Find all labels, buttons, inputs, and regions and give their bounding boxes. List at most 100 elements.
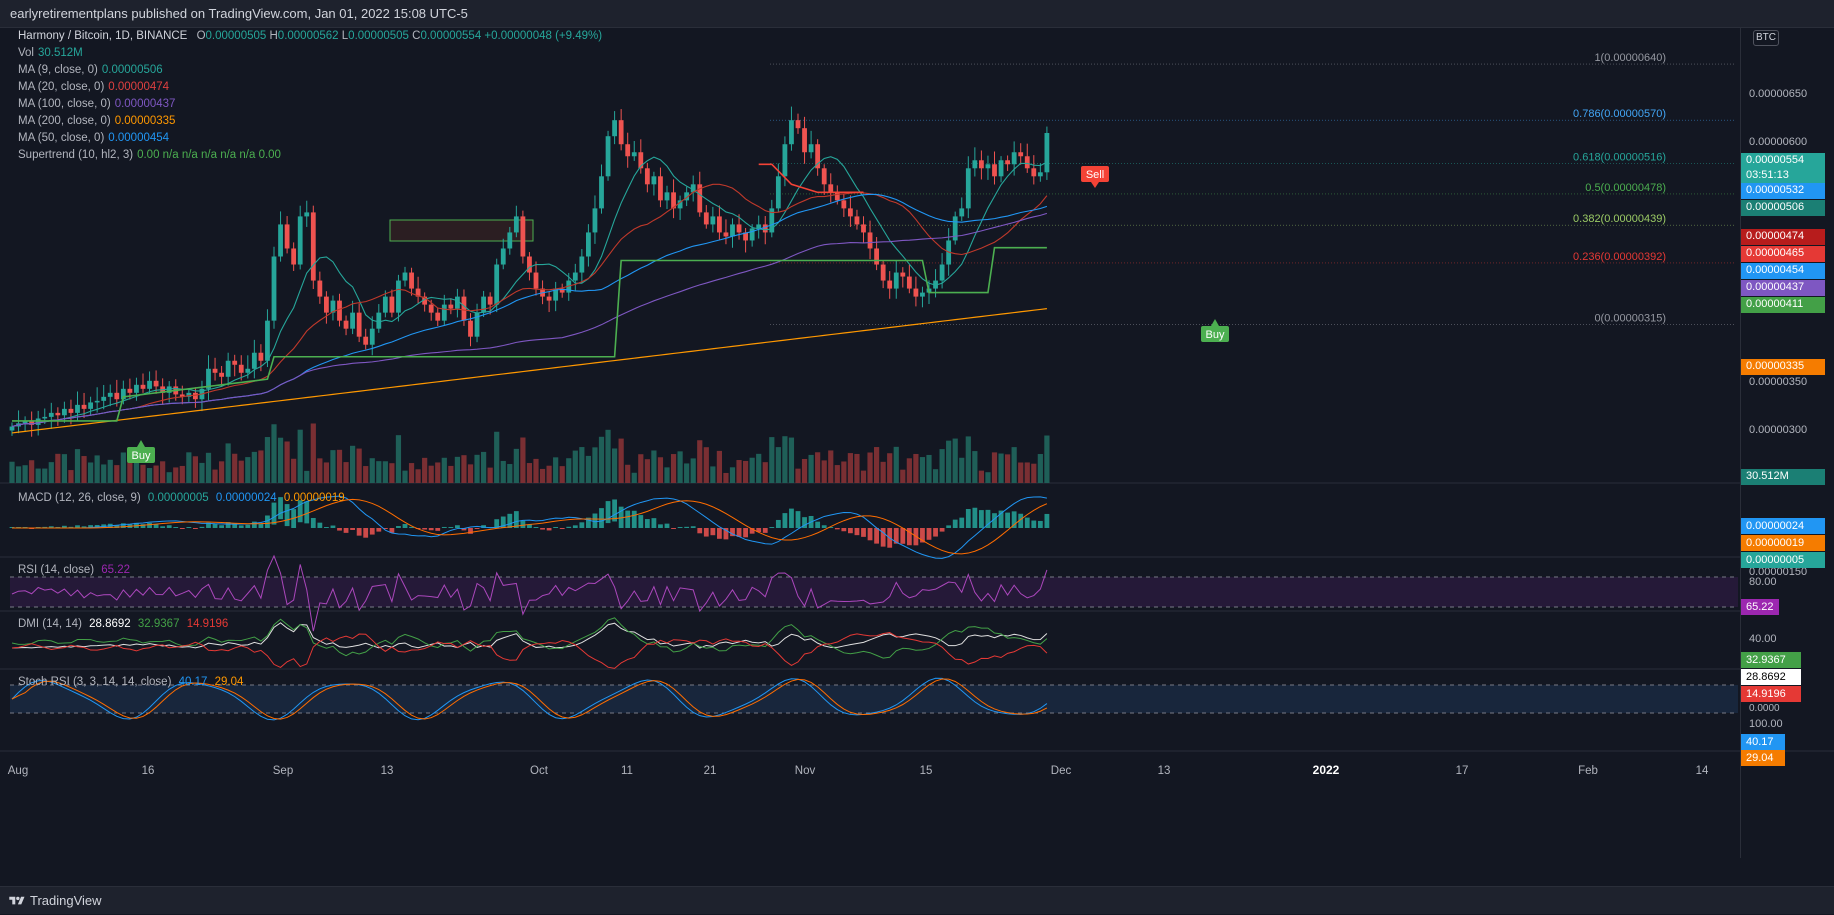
macd-histogram-bar — [461, 528, 467, 531]
macd-histogram-bar — [422, 528, 428, 530]
volume-bar — [415, 469, 421, 483]
volume-bar — [834, 465, 840, 483]
macd-histogram-bar — [677, 527, 683, 528]
candle-body — [474, 312, 480, 337]
macd-histogram-bar — [500, 516, 506, 528]
symbol-title[interactable]: Harmony / Bitcoin, 1D, BINANCE — [18, 30, 188, 42]
macd-histogram-bar — [972, 507, 978, 528]
macd-histogram-bar — [62, 525, 67, 528]
volume-bar — [736, 460, 742, 483]
legend-line-value: 30.512M — [38, 47, 83, 59]
volume-bar — [644, 459, 650, 483]
rsi-legend: RSI (14, close) 65.22 — [18, 562, 130, 579]
sell-signal-label: Sell — [1086, 169, 1104, 181]
candle-body — [140, 384, 146, 389]
supply-zone-rectangle[interactable] — [389, 219, 534, 242]
macd-histogram-bar — [507, 513, 513, 528]
candle-body — [527, 256, 532, 273]
price-tick: 0.00000650 — [1749, 88, 1808, 100]
dmi-axis-tick: 0.0000 — [1749, 703, 1780, 714]
candle-body — [671, 192, 676, 209]
legend-line-1[interactable]: MA (9, close, 0) 0.00000506 — [18, 62, 602, 79]
volume-bar — [788, 437, 795, 483]
volume-bar — [363, 466, 369, 483]
legend-line-3[interactable]: MA (100, close, 0) 0.00000437 — [18, 96, 602, 113]
macd-histogram-bar — [186, 527, 192, 528]
candle-body — [48, 412, 54, 417]
volume-bar — [192, 456, 198, 483]
volume-bar — [160, 461, 166, 483]
candle-body — [638, 152, 644, 169]
currency-badge[interactable]: BTC — [1753, 30, 1779, 46]
volume-bar — [264, 437, 271, 483]
price-tag-value: 0.00000437 — [1746, 281, 1805, 293]
candle-body — [304, 212, 310, 217]
volume-bar — [716, 450, 722, 483]
volume-bar — [310, 423, 316, 483]
buy-signal-2-label: Buy — [1206, 329, 1225, 341]
macd-histogram-bar — [533, 527, 539, 528]
volume-bar — [520, 437, 526, 483]
candle-body — [402, 272, 408, 281]
price-tag-5: 0.00000454 — [1741, 263, 1825, 279]
candle-body — [808, 144, 814, 153]
stoch-label[interactable]: Stoch RSI (3, 3, 14, 14, close) — [18, 676, 172, 688]
dmi-axis-tag: 14.9196 — [1741, 686, 1801, 702]
legend-line-4[interactable]: MA (200, close, 0) 0.00000335 — [18, 113, 602, 130]
volume-bar — [526, 463, 533, 483]
candle-body — [42, 416, 48, 419]
candle-body — [972, 160, 978, 169]
macd-histogram-bar — [481, 525, 486, 528]
macd-histogram-bar — [789, 508, 794, 528]
volume-bar — [225, 443, 231, 483]
dmi-label[interactable]: DMI (14, 14) — [18, 618, 82, 630]
legend-line-6[interactable]: Supertrend (10, hl2, 3) 0.00 n/a n/a n/a … — [18, 147, 602, 164]
footer-brand[interactable]: TradingView — [30, 893, 102, 908]
candle-body — [428, 304, 434, 313]
chart-frame[interactable]: 1(0.00000640) 0.786(0.00000570) 0.618(0.00… — [0, 28, 1834, 886]
candle-body — [697, 184, 703, 213]
volume-bar — [199, 462, 205, 483]
macd-histogram-bar — [985, 509, 991, 528]
candle-body — [317, 280, 323, 297]
time-axis-label: 2022 — [1313, 763, 1340, 777]
macd-histogram-bar — [939, 528, 945, 532]
price-tag-value: 0.00000554 — [1746, 154, 1805, 166]
volume-bar — [533, 458, 539, 483]
rsi-tick-lower: 40.00 — [1749, 633, 1777, 645]
macd-histogram-bar — [736, 528, 742, 537]
macd-histogram-bar — [238, 525, 244, 528]
footer-bar: TradingView — [0, 886, 1834, 914]
candle-body — [271, 256, 277, 321]
macd-histogram-bar — [769, 527, 775, 528]
volume-bar — [258, 450, 264, 483]
candle-body — [435, 312, 441, 321]
price-tick: 0.00000350 — [1749, 376, 1808, 388]
volume-bar — [48, 462, 54, 483]
fib-label-5: 0.236(0.00000392) — [1573, 251, 1666, 263]
legend-line-0[interactable]: Vol 30.512M — [18, 45, 602, 62]
macd-label[interactable]: MACD (12, 26, close, 9) — [18, 492, 141, 504]
rsi-label[interactable]: RSI (14, close) — [18, 564, 95, 576]
legend-line-label: Supertrend (10, hl2, 3) — [18, 149, 134, 161]
candle-body — [533, 272, 539, 289]
candle-body — [461, 296, 467, 321]
candle-body — [265, 320, 270, 361]
fib-retracement[interactable]: 1(0.00000640) 0.786(0.00000570) 0.618(0.00… — [770, 52, 1736, 325]
legend-line-5[interactable]: MA (50, close, 0) 0.00000454 — [18, 130, 602, 147]
legend-line-2[interactable]: MA (20, close, 0) 0.00000474 — [18, 79, 602, 96]
candle-body — [782, 144, 788, 177]
volume-bar — [762, 462, 768, 483]
dmi-axis-tag: 32.9367 — [1741, 652, 1801, 668]
macd-histogram-bar — [343, 528, 349, 533]
time-axis[interactable]: Aug 16 Sep 13 Oct 11 21 Nov 15 Dec 13 2022 17 Feb 14 — [8, 763, 1709, 777]
candle-body — [9, 426, 15, 431]
time-axis-label: 13 — [381, 765, 394, 777]
volume-bar — [913, 453, 919, 483]
stoch-d-value: 29.04 — [214, 676, 244, 688]
legend-line-value: 0.00000474 — [108, 81, 170, 93]
chart-canvas[interactable]: 1(0.00000640) 0.786(0.00000570) 0.618(0.00… — [0, 28, 1834, 886]
macd-histogram-bar — [468, 528, 473, 534]
candle-body — [382, 296, 388, 313]
price-axis[interactable]: BTC — [1740, 28, 1834, 858]
